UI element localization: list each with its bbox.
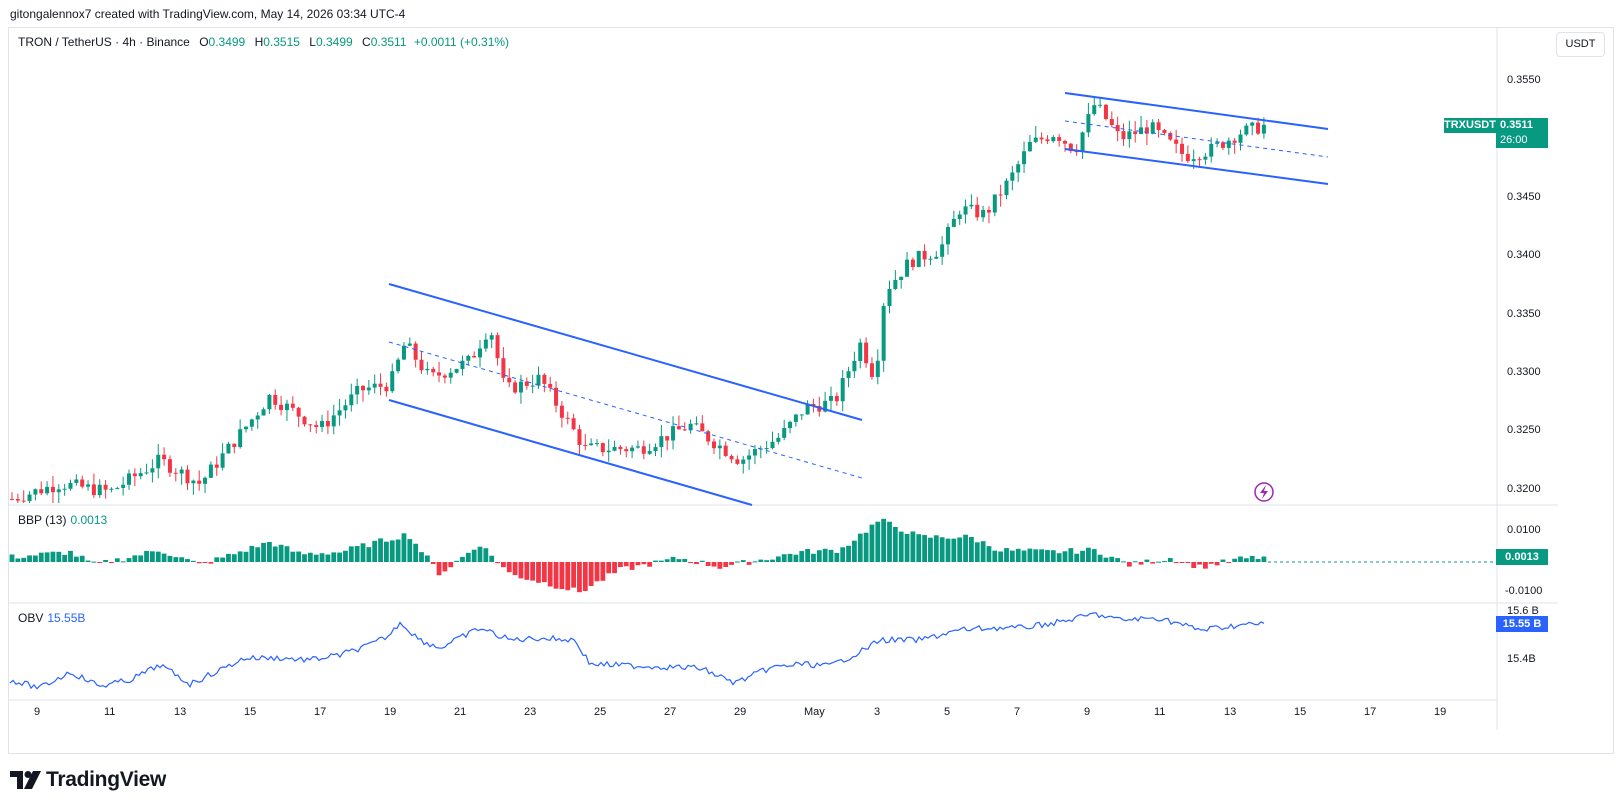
main-legend: TRON / TetherUS · 4h · Binance O0.3499 H…	[18, 35, 509, 49]
bbp-tick: 0.0100	[1507, 524, 1541, 536]
bar-countdown: 26:00	[1500, 134, 1528, 146]
tradingview-logo-icon	[10, 771, 41, 789]
price-tick: 0.3300	[1507, 366, 1541, 378]
time-tick: 29	[734, 706, 747, 718]
open-label: O	[199, 35, 209, 49]
time-tick: 15	[244, 706, 257, 718]
obv-last-tag: 15.55 B	[1496, 616, 1548, 632]
obv-legend: OBV 15.55B	[18, 611, 85, 625]
time-tick: 15	[1294, 706, 1307, 718]
time-tick: 19	[384, 706, 397, 718]
symbol-title[interactable]: TRON / TetherUS · 4h · Binance	[18, 35, 190, 49]
price-tick: 0.3550	[1507, 74, 1541, 86]
time-tick: 13	[1224, 706, 1237, 718]
time-tick: 3	[874, 706, 881, 718]
symbol-price-tag: TRXUSDT	[1444, 118, 1496, 133]
bbp-legend: BBP (13) 0.0013	[18, 513, 107, 527]
change-value: +0.0011 (+0.31%)	[413, 35, 510, 49]
price-tick: 0.3200	[1507, 483, 1541, 495]
time-tick: 21	[454, 706, 467, 718]
low-value: 0.3499	[315, 35, 353, 49]
high-value: 0.3515	[263, 35, 300, 49]
high-label: H	[254, 35, 264, 49]
time-tick: 17	[1364, 706, 1377, 718]
time-tick: 7	[1014, 706, 1021, 718]
time-tick: 5	[944, 706, 951, 718]
obv-label: OBV	[18, 611, 44, 625]
last-price-tag: 0.3511 26:00	[1496, 118, 1548, 148]
time-tick: 25	[594, 706, 607, 718]
bbp-label: BBP (13)	[18, 513, 67, 527]
obv-tick: 15.6 B	[1507, 605, 1539, 617]
time-tick: May	[804, 706, 825, 718]
brand-name: TradingView	[46, 768, 167, 791]
close-value: 0.3511	[370, 35, 407, 49]
time-tick: 27	[664, 706, 677, 718]
time-tick: 19	[1434, 706, 1447, 718]
open-value: 0.3499	[208, 35, 246, 49]
low-label: L	[309, 35, 316, 49]
time-tick: 9	[34, 706, 41, 718]
last-price-value: 0.3511	[1500, 119, 1534, 131]
obv-value: 15.55B	[47, 611, 86, 625]
price-tick: 0.3450	[1507, 191, 1541, 203]
time-tick: 23	[524, 706, 537, 718]
price-tick: 0.3400	[1507, 249, 1541, 261]
bbp-last-tag: 0.0013	[1496, 549, 1548, 565]
time-tick: 17	[314, 706, 327, 718]
chart-credit: gitongalennox7 created with TradingView.…	[10, 7, 406, 21]
bbp-value: 0.0013	[70, 513, 108, 527]
bbp-tick: -0.0100	[1505, 585, 1543, 597]
time-tick: 9	[1084, 706, 1091, 718]
time-tick: 11	[104, 706, 116, 718]
tradingview-brand[interactable]: TradingView	[10, 768, 166, 792]
price-tick: 0.3250	[1507, 424, 1541, 436]
time-tick: 11	[1154, 706, 1166, 718]
currency-button[interactable]: USDT	[1556, 32, 1605, 57]
chart-frame	[8, 27, 1614, 754]
price-tick: 0.3350	[1507, 308, 1541, 320]
time-tick: 13	[174, 706, 187, 718]
close-label: C	[362, 35, 371, 49]
obv-tick: 15.4B	[1507, 653, 1536, 665]
